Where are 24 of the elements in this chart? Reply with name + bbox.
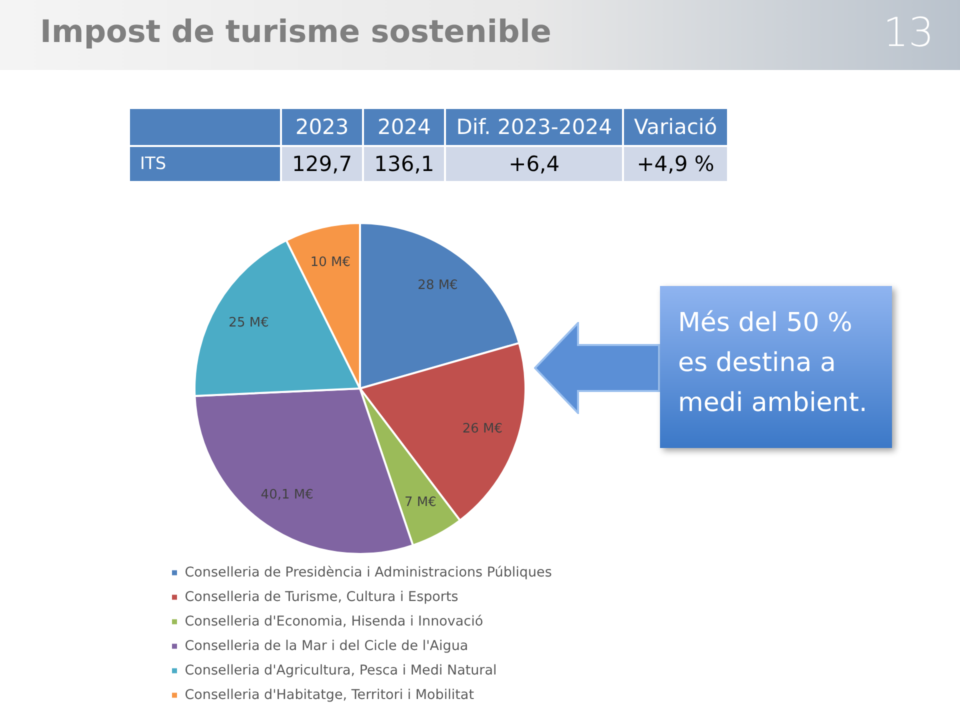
text: 2023 — [282, 109, 362, 145]
text: 136,1 — [364, 147, 444, 181]
text: +6,4 — [446, 147, 622, 181]
data-label: 26 M€ — [462, 422, 503, 437]
legend-label: Conselleria d'Habitatge, Territori i Mobilitat — [184, 686, 474, 703]
chart-title: Impost de turisme sostenible — [40, 14, 552, 50]
data-label: 40,1 M€ — [260, 487, 314, 502]
data-label: 25 M€ — [228, 315, 269, 330]
legend-label: Conselleria d'Agricultura, Pesca i Medi Natural — [184, 662, 497, 678]
text: Dif. 2023-2024 — [446, 109, 622, 145]
data-label: 7 M€ — [404, 494, 436, 510]
text: +4,9 % — [624, 147, 728, 181]
data-label: 28 M€ — [418, 278, 458, 293]
text: 2024 — [364, 109, 444, 145]
data-label: 10 M€ — [310, 255, 351, 270]
legend-label: Conselleria d'Economia, Hisenda i Innovació — [184, 613, 484, 630]
text: 129,7 — [282, 147, 362, 181]
legend-label: Conselleria de la Mar i del Cicle de l'Aigua — [184, 638, 468, 654]
text: ITS — [130, 147, 280, 181]
text: Més del 50 % es destina a medi ambient. — [678, 307, 868, 420]
text: Variació — [624, 109, 728, 145]
legend-label: Conselleria de Presidència i Administracions Públiques — [184, 564, 552, 580]
text: 13 — [883, 10, 934, 56]
legend-label: Conselleria de Turisme, Cultura i Esports — [184, 588, 458, 605]
